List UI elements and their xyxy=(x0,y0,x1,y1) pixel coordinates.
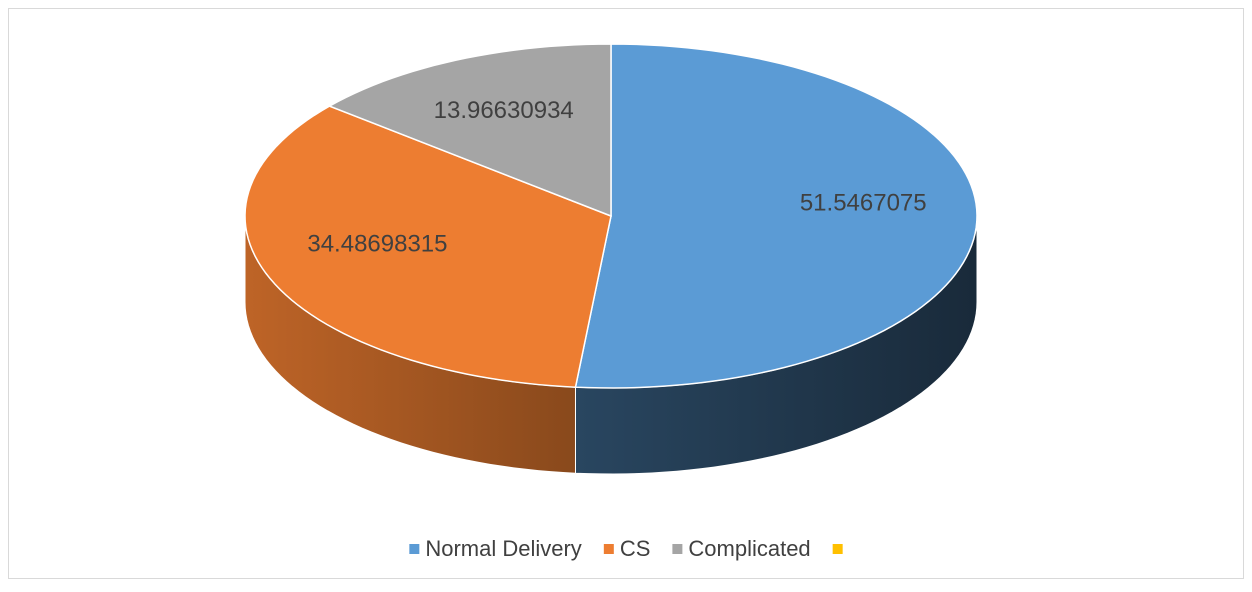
legend-swatch xyxy=(832,544,843,554)
legend-label: CS xyxy=(620,536,651,561)
data-label: 34.48698315 xyxy=(307,230,447,257)
legend-label: Complicated xyxy=(688,536,810,561)
data-label: 51.5467075 xyxy=(800,189,927,216)
legend-swatch xyxy=(603,544,614,554)
legend-item: CS xyxy=(603,536,651,561)
legend-item: Normal Delivery xyxy=(409,536,582,561)
legend-item: Complicated xyxy=(672,536,811,561)
data-label: 13.96630934 xyxy=(434,97,574,124)
legend-swatch xyxy=(672,544,683,554)
pie-slice xyxy=(244,105,612,388)
legend-label: Normal Delivery xyxy=(425,536,581,561)
legend-item xyxy=(832,544,843,554)
pie-slice xyxy=(574,43,978,389)
pie-slice xyxy=(327,43,612,218)
legend-swatch xyxy=(409,544,420,554)
